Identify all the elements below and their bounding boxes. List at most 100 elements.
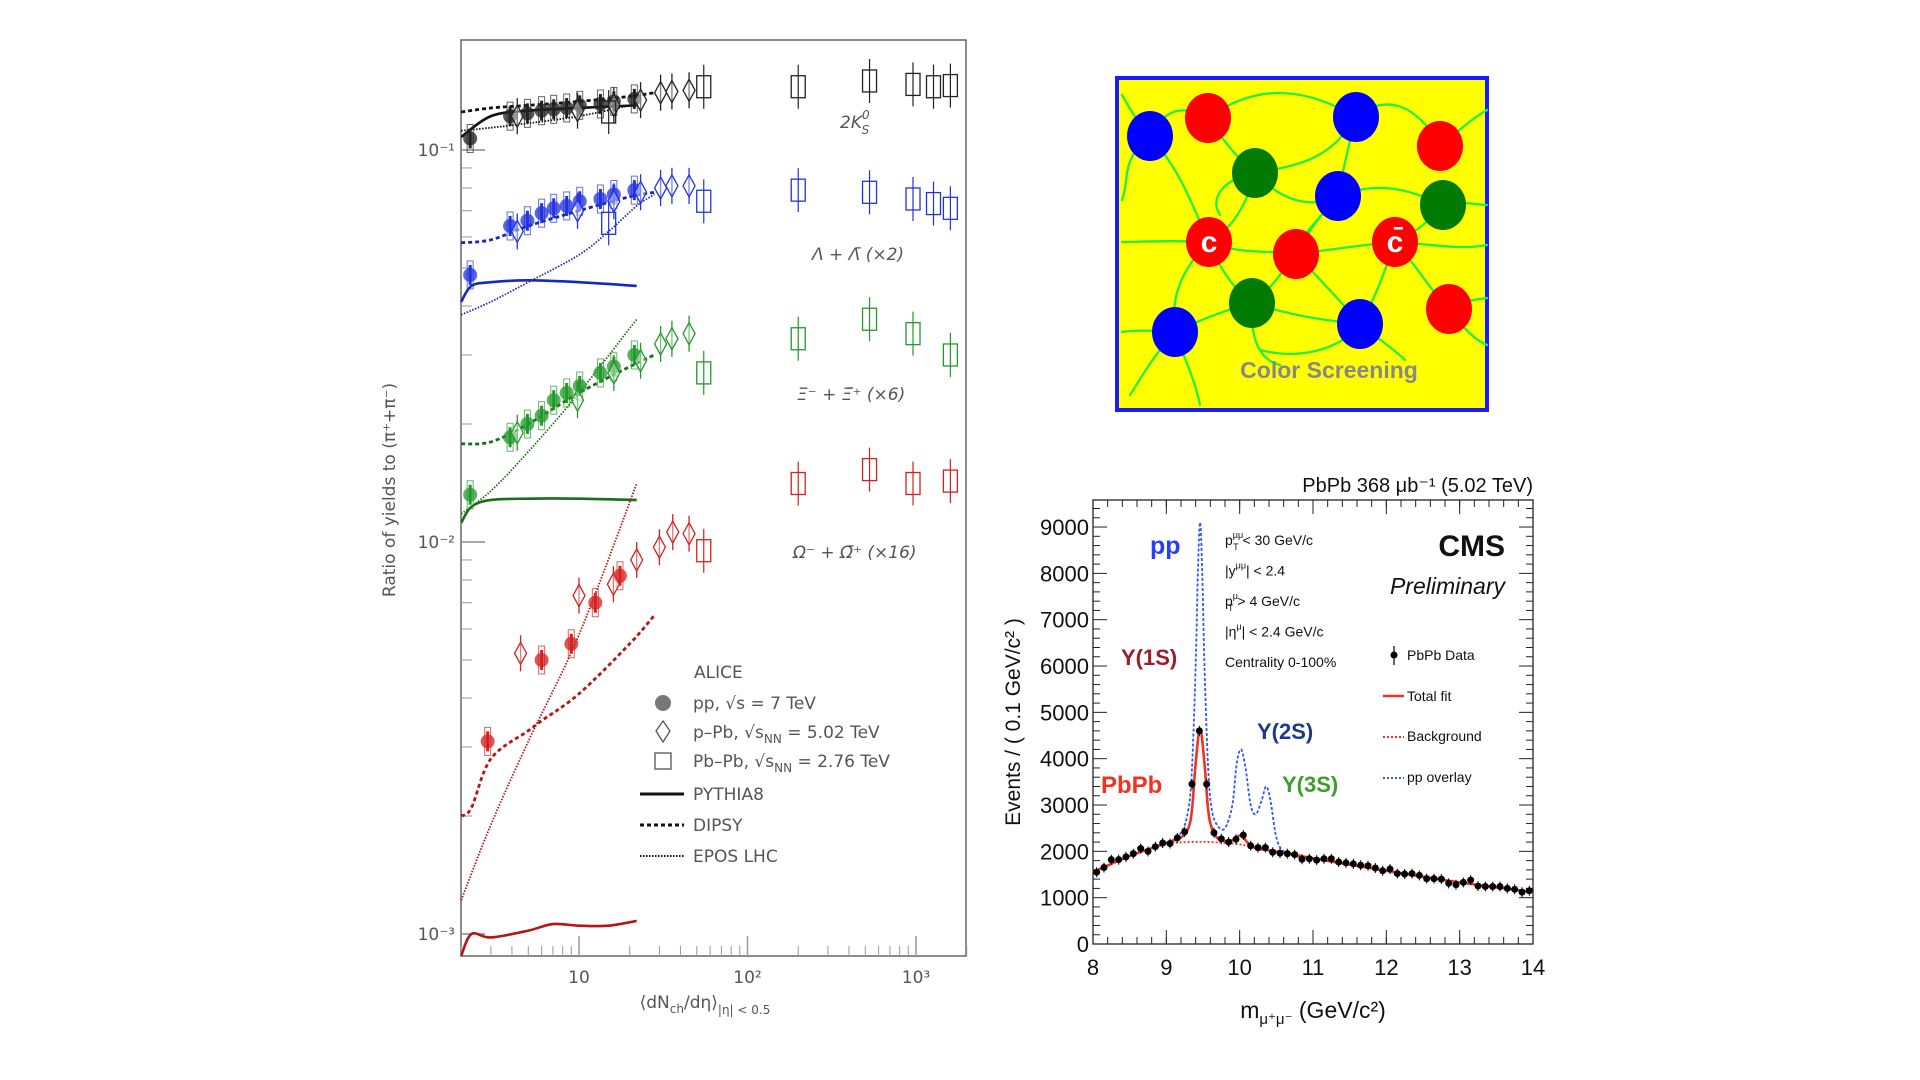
ppb-point [665, 519, 680, 545]
green-quark [1232, 148, 1278, 198]
selection-cut: pμ T > 4 GeV/c [1225, 591, 1300, 613]
pbpb-point [905, 72, 921, 97]
pythia-curve-O [460, 919, 637, 957]
data-point [1489, 883, 1497, 891]
legend-marker-pbpb [654, 752, 672, 770]
y-tick-label: 1000 [1040, 886, 1089, 911]
plot-frame [460, 39, 967, 957]
annotation-pp: pp [1150, 532, 1181, 560]
legend-label-pythia: PYTHIA8 [693, 785, 764, 805]
legend-label-pp: pp, √s = 7 TeV [693, 694, 816, 714]
y-tick-label: 10⁻¹ [418, 141, 455, 161]
cms-upsilon-chart: 8 9 10 11 12 13 14 0 1000 2000 3000 4000 5000 6000 700… [1002, 475, 1545, 1028]
data-point [1247, 842, 1255, 850]
pp-point [534, 103, 549, 118]
x-tick-label: 10 [568, 968, 590, 988]
charm-quark-label: c [1201, 226, 1218, 259]
species-labels: 2K0 S Λ + Λ̄ (×2) Ξ⁻ + Ξ̄⁺ (×6) Ω⁻ + Ω̄⁺ … [792, 108, 917, 563]
pbpb-point [942, 196, 959, 220]
data-point [1210, 829, 1218, 837]
data-point [1144, 847, 1152, 855]
data-point [1401, 870, 1409, 878]
pp-point [480, 734, 495, 749]
data-point [1232, 835, 1240, 843]
peak-annotations: pp Υ(1S) PbPb Υ(2S) Υ(3S) [1101, 532, 1338, 799]
data-point [1313, 856, 1321, 864]
dipsy-curve-O [460, 614, 656, 818]
y-tick-label: 10⁻² [418, 533, 455, 553]
data-point [1203, 780, 1211, 788]
data-point [1518, 888, 1526, 896]
data-point [1093, 868, 1101, 876]
pbpb-point [925, 191, 942, 216]
data-point [1100, 864, 1108, 872]
data-point [1357, 861, 1365, 869]
diagram-caption: Color Screening [1240, 357, 1418, 383]
pp-point [463, 487, 478, 502]
species-label-k0s: 2K0 S [840, 108, 870, 137]
ppb-point [682, 521, 696, 547]
species-label-lambda: Λ + Λ̄ (×2) [810, 245, 904, 265]
data-points [1093, 725, 1533, 898]
ppb-point [570, 98, 585, 124]
pbpb-point [905, 187, 921, 211]
pbpb-point [942, 469, 959, 493]
selection-cut: pμμ T < 30 GeV/c [1225, 530, 1313, 552]
legend-label-fit: Total fit [1407, 688, 1451, 704]
pp-point [564, 636, 579, 651]
legend-label-pp: pp overlay [1407, 769, 1472, 785]
annotation-y1s: Υ(1S) [1121, 645, 1177, 670]
data-point [1107, 856, 1115, 864]
data-point [1371, 864, 1379, 872]
y-tick-label: 7000 [1040, 608, 1089, 633]
selection-cut: Centrality 0-100% [1225, 654, 1336, 670]
pbpb-point [925, 75, 942, 99]
data-point [1349, 860, 1357, 868]
pp-overlay-curve [1092, 521, 1534, 894]
cut-text: > 4 GeV/c [1233, 593, 1300, 609]
data-point [1379, 867, 1387, 875]
data-point [1503, 884, 1511, 892]
pp-point [534, 653, 549, 668]
data-point [1386, 865, 1394, 873]
data-point [1115, 856, 1123, 864]
pp-point [503, 218, 518, 233]
pp-point [559, 198, 574, 213]
data-points [463, 58, 959, 756]
x-tick-label: 13 [1447, 955, 1471, 980]
x-tick-label: 10³ [902, 968, 930, 988]
pbpb-point [601, 211, 617, 235]
data-point [1166, 839, 1174, 847]
ppb-point [682, 321, 696, 347]
data-point [1291, 851, 1299, 859]
y-tick-label: 3000 [1040, 793, 1089, 818]
pp-point [593, 365, 608, 380]
legend-marker-data [1390, 651, 1398, 659]
annotation-y2s: Υ(2S) [1257, 719, 1313, 744]
data-point [1342, 859, 1350, 867]
epos-curve-L [460, 193, 655, 316]
ppb-point [607, 92, 621, 118]
data-point [1496, 883, 1504, 891]
legend-marker-pp [655, 695, 671, 711]
ppb-point [653, 175, 668, 201]
ppb-point [653, 331, 668, 357]
legend-label-bg: Background [1407, 728, 1482, 744]
pp-point [559, 385, 574, 400]
legend-label-ppb: p–Pb, √sNN = 5.02 TeV [693, 723, 880, 746]
cut-text: |y [1225, 563, 1236, 579]
pbpb-point [696, 189, 712, 213]
pbpb-point [861, 457, 878, 482]
pbpb-point [696, 539, 712, 563]
pp-point [534, 408, 549, 423]
pp-point [534, 206, 549, 221]
pp-point [593, 97, 608, 112]
dipsy-curve-L [461, 190, 655, 245]
cut-text: | < 2.4 GeV/c [1242, 624, 1324, 640]
ppb-point [570, 198, 585, 224]
pp-point [463, 267, 478, 282]
ppb-point [513, 640, 528, 666]
ppb-point [606, 571, 621, 597]
data-point [1283, 850, 1291, 858]
